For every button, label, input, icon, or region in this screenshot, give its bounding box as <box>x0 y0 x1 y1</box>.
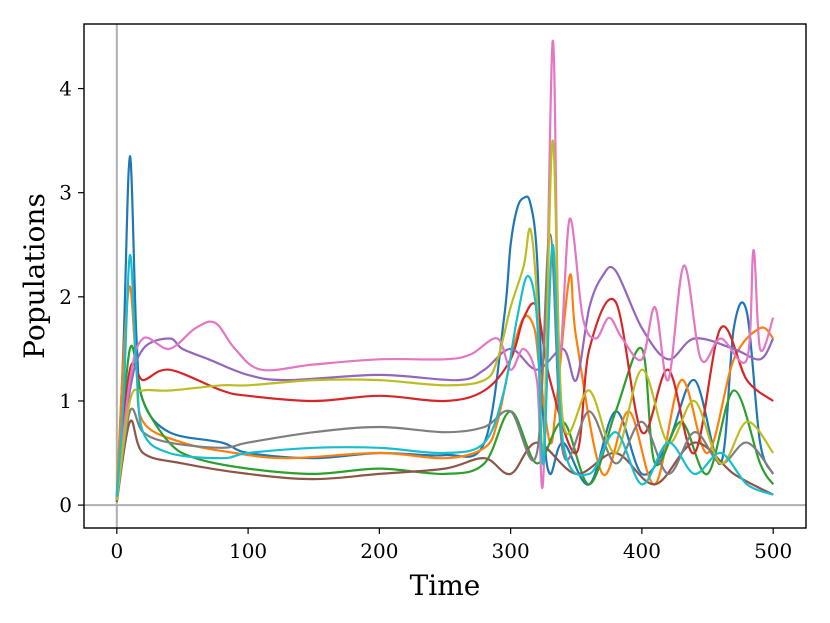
plot-frame <box>83 23 807 529</box>
x-axis-ticks: 0 100 200 300 400 500 <box>110 528 792 563</box>
series-line-7 <box>115 39 775 501</box>
x-axis-label: Time <box>410 569 481 602</box>
series-line-9 <box>115 139 775 501</box>
zero-reference-lines <box>84 24 806 528</box>
x-tick-label: 100 <box>229 539 267 563</box>
series-lines <box>115 39 775 503</box>
x-tick-label: 200 <box>360 539 398 563</box>
series-line-3 <box>115 344 775 500</box>
y-tick-label: 4 <box>59 77 72 101</box>
y-axis-ticks: 0 1 2 3 4 <box>59 77 84 517</box>
y-axis-label: Populations <box>18 193 51 359</box>
y-tick-label: 3 <box>59 181 72 205</box>
series-line-6 <box>115 419 774 503</box>
y-tick-label: 1 <box>59 389 72 413</box>
x-tick-label: 500 <box>754 539 792 563</box>
x-tick-label: 400 <box>623 539 661 563</box>
x-tick-label: 0 <box>110 539 123 563</box>
x-tick-label: 300 <box>492 539 530 563</box>
series-line-2 <box>115 273 775 495</box>
y-tick-label: 2 <box>59 285 72 309</box>
y-tick-label: 0 <box>59 493 72 517</box>
series-line-8 <box>115 233 775 502</box>
series-line-10 <box>115 243 774 497</box>
